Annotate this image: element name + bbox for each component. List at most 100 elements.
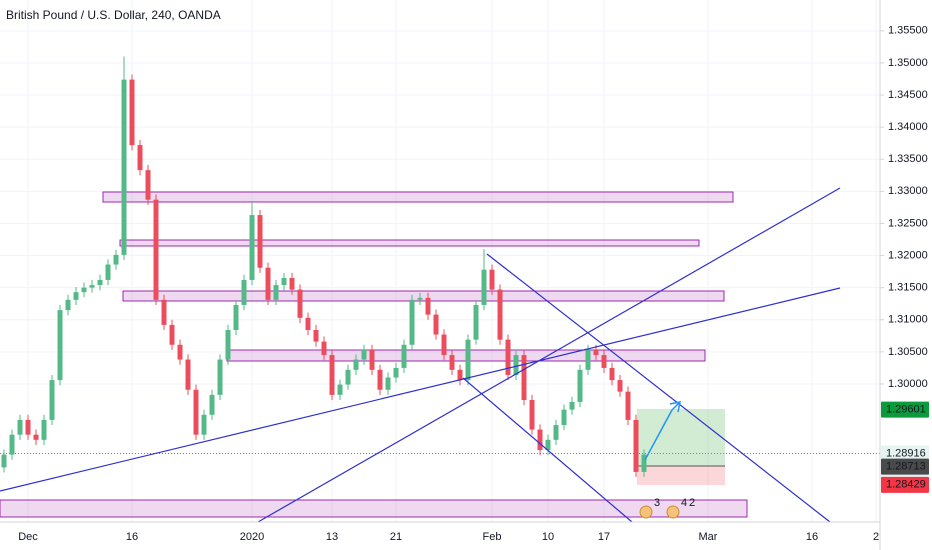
- candle-body: [57, 310, 63, 381]
- price-label-box: [881, 445, 929, 462]
- trend-lines: [0, 187, 841, 523]
- y-tick-label: 1.34000: [888, 121, 928, 133]
- candle-body: [353, 359, 359, 370]
- y-tick-label: 1.32500: [888, 217, 928, 229]
- candle-body: [105, 264, 111, 280]
- y-tick-label: 1.32000: [888, 249, 928, 261]
- candle-body: [401, 344, 407, 368]
- x-tick-label: 13: [326, 531, 338, 543]
- zone: [122, 290, 725, 302]
- price-label: 1.28429: [886, 479, 926, 491]
- candle-body: [329, 355, 335, 395]
- candle-body: [497, 289, 503, 340]
- candle-body: [417, 297, 423, 300]
- candle-body: [465, 339, 471, 381]
- candle-body: [1, 454, 7, 468]
- x-tick-label: 17: [598, 531, 610, 543]
- candle-body: [585, 349, 591, 370]
- zone: [102, 191, 734, 203]
- event-icon: [666, 505, 680, 519]
- x-tick-label: Feb: [483, 531, 502, 543]
- candle-body: [49, 380, 55, 420]
- trend-line: [257, 187, 841, 523]
- candle-body: [409, 299, 415, 345]
- y-tick-label: 1.33500: [888, 153, 928, 165]
- candle-body: [281, 278, 287, 286]
- x-tick-label: 21: [390, 531, 402, 543]
- candle-body: [193, 389, 199, 435]
- candle-body: [633, 419, 639, 472]
- candle-body: [321, 341, 327, 356]
- x-tick-label: 10: [542, 531, 554, 543]
- event-label: 4: [681, 497, 687, 509]
- event-label: 2: [689, 497, 695, 509]
- candle-body: [593, 349, 599, 356]
- candle-body: [161, 299, 167, 325]
- price-label-box: [881, 476, 929, 493]
- trend-line: [486, 253, 831, 523]
- price-label-box: [881, 401, 929, 418]
- time-axis: [0, 522, 880, 550]
- candle-body: [345, 369, 351, 385]
- y-tick-label: 1.30000: [888, 378, 928, 390]
- candle-body: [153, 199, 159, 300]
- axis-labels: 1.35500 1.35000 1.34500 1.34000 1.33500 1.330…: [18, 25, 929, 543]
- candle-body: [33, 434, 39, 440]
- candle-body: [297, 289, 303, 318]
- event-label: 3: [654, 497, 660, 509]
- candle-body: [481, 269, 487, 305]
- candle-body: [273, 285, 279, 300]
- loss-zone: [637, 466, 725, 485]
- x-tick-label: 2: [873, 531, 879, 543]
- candle-body: [641, 454, 647, 472]
- candle-body: [545, 439, 551, 451]
- candle-body: [241, 279, 247, 305]
- candle-body: [337, 384, 343, 395]
- candle-body: [521, 355, 527, 401]
- candle-body: [617, 380, 623, 392]
- candle-body: [457, 369, 463, 381]
- candle-body: [625, 391, 631, 420]
- candle-body: [89, 285, 95, 288]
- zone: [0, 499, 748, 518]
- candle-body: [537, 429, 543, 451]
- candle-body: [361, 349, 367, 360]
- y-tick-label: 1.34500: [888, 89, 928, 101]
- arrow: [644, 401, 681, 461]
- candles: [1, 56, 647, 478]
- candle-body: [249, 215, 255, 280]
- candle-body: [73, 292, 79, 300]
- candle-body: [97, 279, 103, 286]
- candle-body: [513, 355, 519, 375]
- x-tick-label: 16: [806, 531, 818, 543]
- candle-body: [129, 79, 135, 146]
- chart-title: British Pound / U.S. Dollar, 240, OANDA: [6, 8, 221, 22]
- candle-body: [377, 369, 383, 390]
- candle-body: [561, 409, 567, 426]
- candle-body: [385, 377, 391, 390]
- candle-body: [569, 401, 575, 410]
- candle-body: [553, 425, 559, 440]
- y-tick-label: 1.31000: [888, 314, 928, 326]
- arrow-line: [644, 401, 681, 461]
- candle-body: [505, 339, 511, 375]
- candle-body: [169, 324, 175, 345]
- candle-body: [121, 79, 127, 255]
- x-tick-label: 2020: [240, 531, 264, 543]
- y-tick-label: 1.30500: [888, 346, 928, 358]
- candle-body: [609, 367, 615, 381]
- candle-body: [137, 145, 143, 171]
- candle-body: [9, 434, 15, 455]
- candle-body: [145, 170, 151, 200]
- trend-line: [0, 287, 841, 492]
- candle-body: [225, 330, 231, 360]
- candle-body: [473, 304, 479, 340]
- candle-body: [425, 297, 431, 315]
- candle-body: [201, 414, 207, 435]
- candle-body: [209, 394, 215, 415]
- x-tick-label: 16: [126, 531, 138, 543]
